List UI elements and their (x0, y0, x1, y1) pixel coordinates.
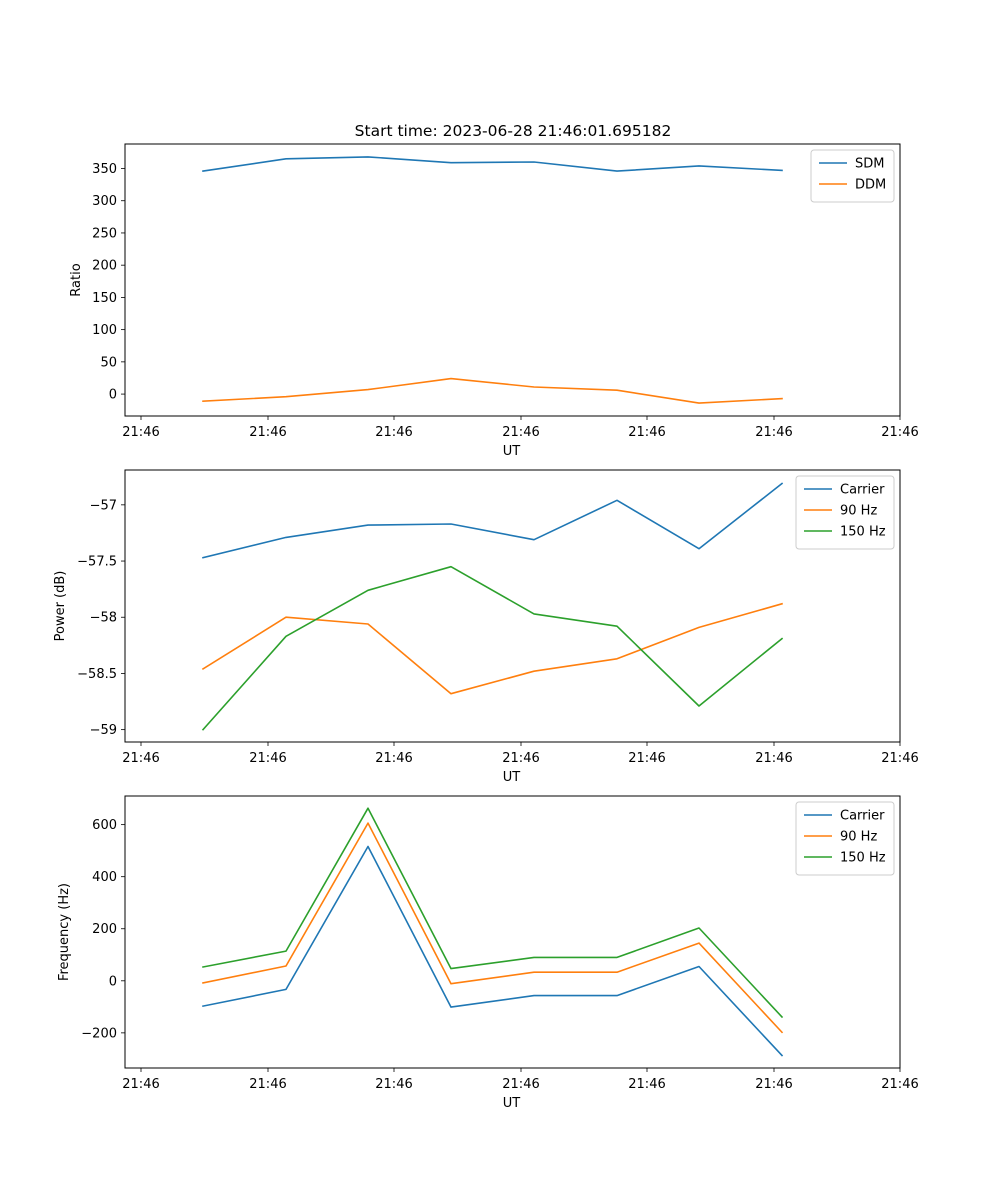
legend: Carrier 90 Hz 150 Hz (795, 801, 895, 876)
legend-label-90-hz: 90 Hz (840, 504, 877, 519)
series-line-150-hz (201, 565, 784, 731)
legend: SDM DDM (810, 149, 895, 203)
x-tick-label: 21:46 (628, 1077, 665, 1092)
y-tick-label: 200 (92, 922, 117, 937)
frequency-panel: 21:46 21:46 21:46 21:46 21:46 21:46 21:46 −200 0… (57, 795, 919, 1111)
x-tick-label: 21:46 (249, 425, 286, 440)
x-tick-label: 21:46 (755, 1077, 792, 1092)
x-tick-label: 21:46 (122, 751, 159, 766)
y-tick-label: 600 (92, 818, 117, 833)
x-tick-label: 21:46 (375, 425, 412, 440)
y-tick-label: 100 (92, 323, 117, 338)
y-tick-label: 0 (109, 388, 117, 403)
axes-frame (124, 469, 901, 743)
x-tick-label: 21:46 (502, 425, 539, 440)
x-tick-label: 21:46 (628, 425, 665, 440)
series-line-ddm (202, 377, 783, 404)
series-line-sdm (202, 156, 783, 173)
y-tick-label: −58 (90, 611, 117, 626)
y-tick-label: 400 (92, 870, 117, 885)
y-tick-label: 0 (109, 974, 117, 989)
x-tick-label: 21:46 (881, 751, 918, 766)
axes-frame (124, 143, 901, 417)
axes-frame (124, 795, 901, 1069)
y-tick-label: 250 (92, 226, 117, 241)
legend-label-90-hz: 90 Hz (840, 830, 877, 845)
y-tick-label: 200 (92, 259, 117, 274)
series-line-90-hz (201, 602, 783, 695)
legend-label-150-hz: 150 Hz (840, 525, 886, 540)
x-tick-label: 21:46 (122, 425, 159, 440)
x-tick-label: 21:46 (122, 1077, 159, 1092)
legend-label-150-hz: 150 Hz (840, 851, 886, 866)
y-tick-label: 150 (92, 291, 117, 306)
y-tick-label: −57 (90, 498, 117, 513)
x-tick-label: 21:46 (249, 751, 286, 766)
x-tick-label: 21:46 (502, 1077, 539, 1092)
y-axis-label: Power (dB) (53, 571, 68, 642)
legend-label-carrier: Carrier (840, 809, 885, 824)
x-tick-label: 21:46 (249, 1077, 286, 1092)
y-tick-label: 50 (100, 355, 117, 370)
x-tick-label: 21:46 (755, 751, 792, 766)
x-tick-label: 21:46 (375, 751, 412, 766)
x-axis-label: UT (503, 770, 521, 785)
x-axis-label: UT (503, 444, 521, 459)
power-panel: 21:46 21:46 21:46 21:46 21:46 21:46 21:46 −59 −5… (53, 469, 919, 785)
x-tick-label: 21:46 (881, 425, 918, 440)
y-axis-label: Ratio (69, 263, 84, 296)
series-line-carrier (202, 482, 784, 559)
y-tick-label: −59 (90, 723, 117, 738)
y-axis-label: Frequency (Hz) (57, 883, 72, 981)
y-tick-label: 300 (92, 194, 117, 209)
legend: Carrier 90 Hz 150 Hz (795, 475, 895, 550)
y-tick-label: −57.5 (77, 555, 117, 570)
y-tick-label: 350 (92, 162, 117, 177)
x-tick-label: 21:46 (628, 751, 665, 766)
series-line-150-hz (202, 807, 784, 1019)
x-tick-label: 21:46 (881, 1077, 918, 1092)
ratio-panel: 21:46 21:46 21:46 21:46 21:46 21:46 21:46 0 50 10… (69, 143, 919, 459)
y-tick-label: −58.5 (77, 667, 117, 682)
legend-label-ddm: DDM (855, 178, 886, 193)
y-tick-label: −200 (81, 1026, 117, 1041)
series-line-90-hz (202, 822, 784, 1034)
series-line-carrier (202, 845, 784, 1057)
x-axis-label: UT (503, 1096, 521, 1111)
chart-title: Start time: 2023-06-28 21:46:01.695182 (355, 122, 672, 140)
legend-label-sdm: SDM (855, 157, 884, 172)
x-tick-label: 21:46 (755, 425, 792, 440)
legend-label-carrier: Carrier (840, 483, 885, 498)
x-tick-label: 21:46 (375, 1077, 412, 1092)
x-tick-label: 21:46 (502, 751, 539, 766)
